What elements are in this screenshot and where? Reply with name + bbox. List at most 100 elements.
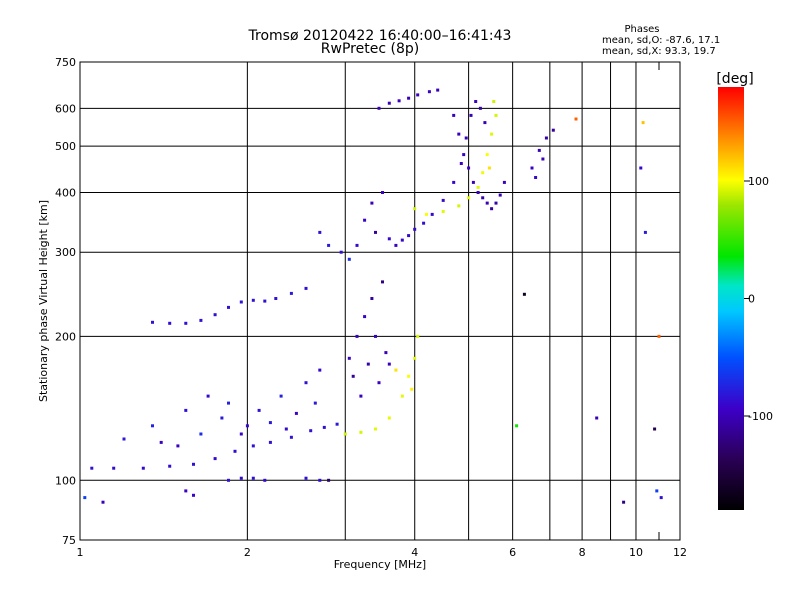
- data-point-10-6: [641, 121, 645, 125]
- x-axis-label: Frequency [MHz]: [334, 558, 426, 571]
- data-point-7-3: [359, 394, 363, 398]
- y-axis-label: Stationary phase Virtual Height [km]: [37, 200, 50, 402]
- data-point-2-11: [304, 286, 308, 290]
- data-point-6-11: [487, 166, 491, 170]
- data-point-3-6: [370, 201, 374, 205]
- data-point-3-2: [339, 250, 343, 254]
- data-point-10-8: [653, 427, 657, 431]
- data-point-9-4: [534, 176, 538, 179]
- data-point-6-7: [485, 153, 489, 157]
- data-point-6-3: [457, 204, 461, 208]
- x-tick-label-3: 4: [411, 546, 418, 559]
- data-point-0-11: [322, 425, 326, 429]
- data-point-7-4: [363, 315, 367, 319]
- data-point-0-17: [199, 432, 203, 436]
- data-point-5-5: [476, 191, 480, 194]
- data-point-7-1: [351, 374, 355, 378]
- data-point-10-2: [574, 117, 578, 121]
- data-point-4-6: [436, 88, 440, 92]
- data-point-1-10: [101, 500, 105, 504]
- data-point-0-8: [268, 440, 272, 444]
- data-point-3-16: [441, 198, 445, 202]
- y-tick-label-6: 600: [55, 102, 76, 115]
- chart-title: Tromsø 20120422 16:40:00–16:41:43: [248, 28, 512, 44]
- data-point-0-1: [112, 466, 116, 470]
- data-point-0-7: [251, 444, 255, 448]
- data-point-3-17: [452, 180, 456, 184]
- data-point-9-0: [530, 166, 534, 170]
- data-point-0-13: [122, 437, 126, 441]
- data-point-5-9: [494, 201, 498, 205]
- data-point-10-5: [639, 166, 643, 170]
- data-point-3-20: [469, 113, 473, 117]
- y-tick-label-3: 300: [55, 246, 76, 259]
- data-point-7-2: [355, 334, 359, 338]
- data-point-3-5: [363, 218, 367, 222]
- data-point-7-7: [374, 334, 377, 338]
- data-point-2-9: [274, 297, 278, 300]
- x-axis: 1 2 4 6 8 10 12: [77, 62, 687, 559]
- data-point-0-29: [159, 440, 163, 444]
- data-point-3-0: [318, 230, 322, 234]
- data-point-5-10: [498, 193, 502, 197]
- phases-title: Phases: [624, 24, 659, 35]
- data-point-9-1: [537, 148, 541, 152]
- data-point-0-28: [318, 368, 322, 372]
- data-point-1-2: [251, 476, 255, 480]
- y-tick-label-4: 400: [55, 186, 76, 199]
- data-point-2-5: [227, 305, 230, 309]
- data-point-0-2: [141, 466, 145, 470]
- data-point-8-0: [343, 432, 347, 436]
- y-tick-label-2: 200: [55, 330, 76, 343]
- data-point-1-4: [304, 476, 308, 480]
- x-tick-label-0: 1: [77, 546, 84, 559]
- data-point-0-4: [192, 462, 195, 466]
- data-point-2-3: [199, 318, 203, 322]
- data-point-1-3: [263, 478, 267, 482]
- data-point-8-8: [394, 368, 398, 372]
- data-point-0-23: [268, 421, 272, 425]
- data-point-4-5: [427, 90, 431, 94]
- data-point-7-11: [387, 362, 391, 366]
- data-point-6-5: [476, 185, 480, 189]
- data-point-6-4: [467, 196, 471, 200]
- data-point-1-7: [184, 489, 188, 493]
- data-point-9-3: [551, 128, 555, 132]
- data-point-7-8: [377, 381, 381, 385]
- data-point-0-27: [313, 401, 317, 405]
- data-point-7-0: [347, 356, 351, 360]
- data-point-1-1: [239, 476, 243, 480]
- data-point-2-8: [263, 299, 267, 303]
- data-point-2-10: [289, 291, 293, 295]
- data-point-10-9: [657, 334, 661, 338]
- colorbar-tick-label-0: 100: [748, 175, 769, 188]
- colorbar-tick-label-2: -100: [748, 410, 773, 423]
- data-point-8-4: [400, 394, 404, 398]
- colorbar-tick-label-1: 0: [748, 293, 755, 306]
- data-point-0-24: [279, 394, 283, 398]
- data-point-3-18: [459, 162, 463, 165]
- data-point-6-8: [490, 132, 494, 136]
- data-point-3-3: [347, 257, 351, 261]
- data-point-3-21: [474, 100, 478, 103]
- data-point-1-9: [83, 496, 87, 500]
- data-point-10-3: [595, 416, 599, 420]
- data-points: [83, 88, 663, 504]
- data-point-9-5: [541, 157, 545, 161]
- data-point-3-14: [422, 221, 426, 225]
- data-point-0-3: [168, 464, 172, 468]
- data-point-0-16: [184, 408, 188, 412]
- data-point-4-4: [416, 93, 420, 97]
- data-point-6-6: [481, 171, 485, 175]
- data-point-0-19: [220, 416, 224, 420]
- y-axis: 75 100 200 300 400 500 600 750: [55, 56, 76, 547]
- data-point-3-19: [464, 136, 468, 140]
- data-point-1-6: [327, 478, 331, 482]
- data-point-4-2: [397, 99, 401, 103]
- grid-lines: [80, 62, 680, 540]
- data-point-0-25: [294, 411, 298, 415]
- data-point-2-1: [168, 321, 172, 325]
- data-point-6-0: [413, 207, 417, 211]
- data-point-10-1: [522, 292, 526, 296]
- data-point-0-10: [309, 429, 313, 433]
